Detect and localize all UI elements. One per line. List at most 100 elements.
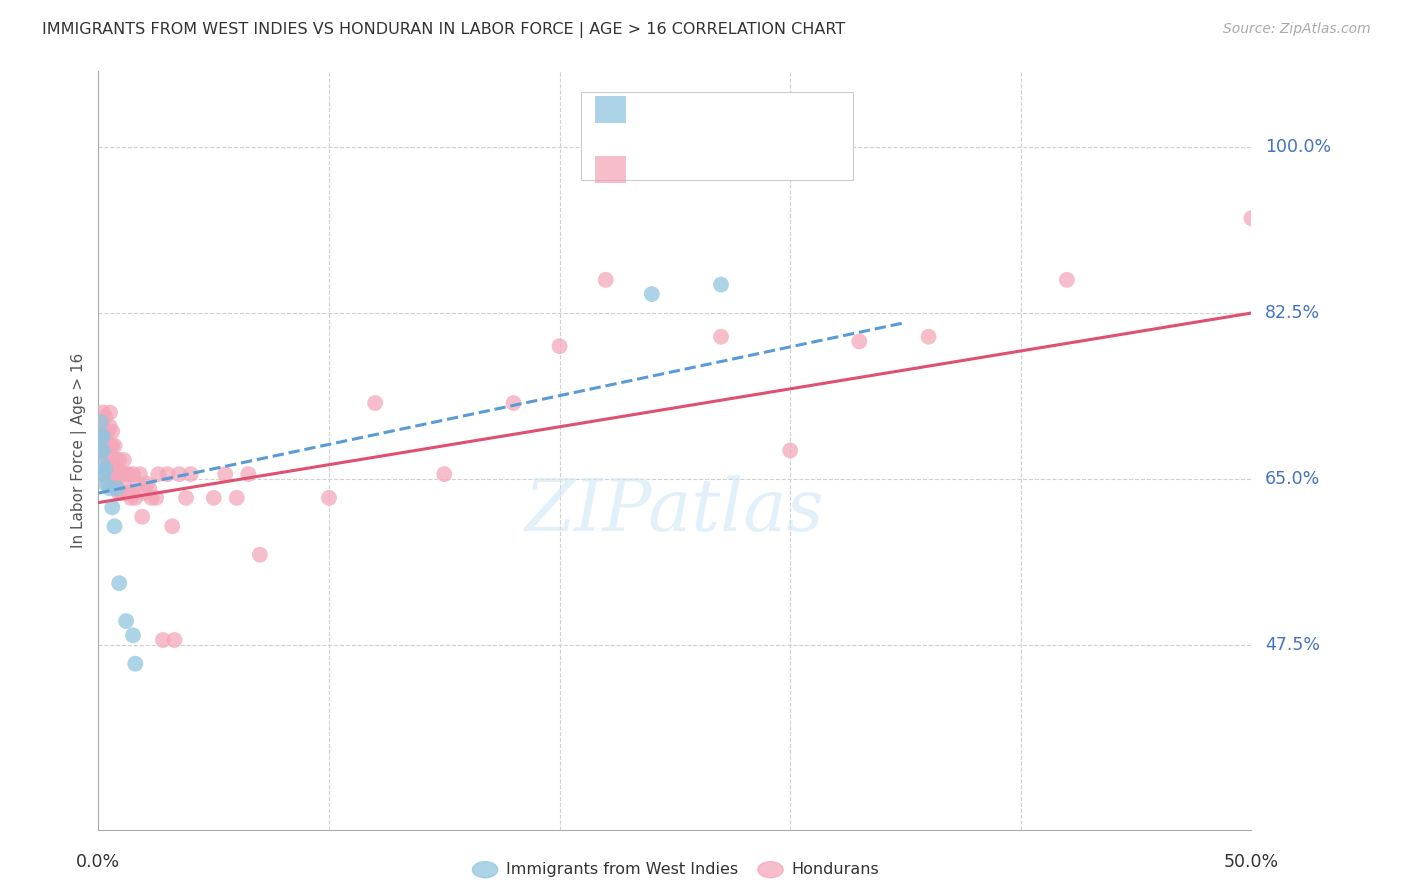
Point — [97, 476, 120, 491]
Point — [94, 467, 117, 482]
Point — [101, 467, 124, 482]
Point — [115, 486, 138, 500]
Point — [101, 439, 124, 453]
Point — [105, 482, 128, 496]
Point — [141, 491, 163, 505]
Point — [120, 491, 142, 505]
Text: 47.5%: 47.5% — [1265, 636, 1320, 654]
Point — [134, 486, 156, 500]
Point — [138, 482, 160, 496]
Point — [124, 657, 146, 671]
Point — [91, 443, 114, 458]
Point — [710, 277, 733, 292]
Point — [238, 467, 260, 482]
Text: 65.0%: 65.0% — [1265, 470, 1320, 488]
Point — [94, 476, 117, 491]
Point — [180, 467, 202, 482]
Text: 0.386: 0.386 — [676, 161, 734, 178]
Point — [91, 429, 114, 443]
Point — [156, 467, 179, 482]
Point — [848, 334, 870, 349]
Point — [122, 467, 145, 482]
Point — [105, 467, 128, 482]
Point — [174, 491, 197, 505]
Point — [91, 458, 114, 472]
Point — [225, 491, 247, 505]
Point — [94, 462, 117, 476]
Point — [641, 287, 664, 301]
Point — [101, 425, 124, 439]
Text: R =: R = — [634, 101, 673, 119]
Y-axis label: In Labor Force | Age > 16: In Labor Force | Age > 16 — [72, 353, 87, 548]
Point — [90, 415, 112, 429]
Point — [127, 476, 149, 491]
Point — [90, 429, 112, 443]
Point — [97, 425, 120, 439]
Point — [97, 458, 120, 472]
Point — [105, 482, 128, 496]
Point — [112, 476, 135, 491]
Point — [103, 476, 125, 491]
Point — [1240, 211, 1263, 226]
Text: 50.0%: 50.0% — [1223, 854, 1279, 871]
Point — [129, 467, 152, 482]
Point — [710, 330, 733, 344]
Point — [135, 476, 157, 491]
Point — [108, 453, 131, 467]
Point — [548, 339, 571, 353]
Point — [112, 453, 135, 467]
Point — [91, 467, 114, 482]
Point — [1056, 273, 1078, 287]
Point — [148, 467, 170, 482]
Point — [152, 633, 174, 648]
Text: 75: 75 — [779, 161, 804, 178]
Point — [97, 443, 120, 458]
Point — [103, 519, 125, 533]
Point — [115, 614, 138, 628]
Point — [98, 419, 121, 434]
Point — [122, 486, 145, 500]
Point — [98, 482, 121, 496]
Point — [433, 467, 456, 482]
Text: Immigrants from West Indies: Immigrants from West Indies — [506, 863, 738, 877]
Text: 0.0%: 0.0% — [76, 854, 121, 871]
Point — [202, 491, 225, 505]
Point — [117, 486, 139, 500]
Point — [124, 491, 146, 505]
Point — [108, 576, 131, 591]
Point — [145, 491, 167, 505]
Point — [131, 509, 153, 524]
Point — [105, 453, 128, 467]
Point — [167, 467, 190, 482]
Point — [110, 486, 132, 500]
Point — [94, 448, 117, 462]
Point — [917, 330, 939, 344]
Text: 82.5%: 82.5% — [1265, 304, 1320, 322]
Text: ZIPatlas: ZIPatlas — [524, 475, 825, 547]
Point — [117, 467, 139, 482]
Point — [94, 410, 117, 425]
Point — [160, 519, 183, 533]
Point — [98, 439, 121, 453]
Point — [502, 396, 524, 410]
Point — [110, 467, 132, 482]
Point — [779, 443, 801, 458]
Point — [98, 458, 121, 472]
Text: R =: R = — [634, 161, 673, 178]
Point — [108, 467, 131, 482]
Point — [91, 425, 114, 439]
Point — [122, 628, 145, 642]
Point — [163, 633, 186, 648]
Point — [103, 458, 125, 472]
Point — [214, 467, 236, 482]
Point — [94, 429, 117, 443]
Text: N =: N = — [733, 101, 785, 119]
Point — [595, 273, 617, 287]
Point — [90, 429, 112, 443]
Text: 100.0%: 100.0% — [1265, 138, 1331, 156]
Point — [98, 406, 121, 420]
Text: Source: ZipAtlas.com: Source: ZipAtlas.com — [1223, 22, 1371, 37]
Point — [364, 396, 387, 410]
Text: IMMIGRANTS FROM WEST INDIES VS HONDURAN IN LABOR FORCE | AGE > 16 CORRELATION CH: IMMIGRANTS FROM WEST INDIES VS HONDURAN … — [42, 22, 845, 38]
Point — [318, 491, 340, 505]
